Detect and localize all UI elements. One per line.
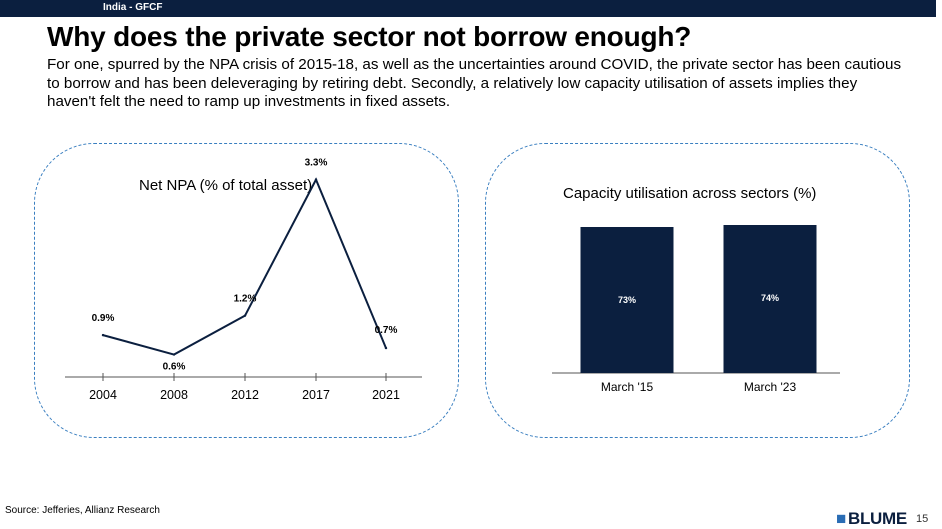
npa-data-point (101, 333, 105, 337)
blume-logo: ■ BLUME (836, 509, 907, 529)
logo-text: BLUME (847, 509, 907, 528)
npa-data-label: 1.2% (234, 294, 257, 305)
logo-mark-icon: ■ (836, 509, 846, 528)
capacity-chart-panel (485, 143, 910, 438)
capacity-data-label: 74% (761, 293, 779, 303)
npa-series-line (102, 177, 387, 356)
npa-data-point (243, 314, 247, 317)
npa-data-point (172, 353, 176, 356)
npa-data-point (314, 178, 318, 181)
header-bar: India - GFCF (0, 0, 936, 17)
npa-x-tick-label: 2008 (160, 388, 188, 402)
capacity-bar (723, 225, 817, 373)
capacity-x-tick-label: March '15 (601, 380, 654, 394)
npa-data-label: 0.7% (375, 325, 398, 336)
npa-x-tick-label: 2004 (89, 388, 117, 402)
page-number: 15 (916, 513, 929, 525)
npa-data-point (384, 346, 388, 350)
capacity-bar (580, 227, 674, 373)
capacity-x-tick-label: March '23 (744, 380, 797, 394)
npa-x-tick-label: 2021 (372, 388, 400, 402)
npa-data-label: 0.6% (163, 362, 186, 373)
npa-chart-title: Net NPA (% of total asset) (139, 177, 313, 194)
section-tag: India - GFCF (103, 2, 163, 13)
source-note: Source: Jefferies, Allianz Research (5, 505, 160, 516)
npa-data-label: 3.3% (305, 158, 328, 169)
npa-chart-panel (34, 143, 459, 438)
page-title: Why does the private sector not borrow e… (47, 21, 692, 52)
capacity-chart-title: Capacity utilisation across sectors (%) (563, 185, 817, 202)
npa-x-tick-label: 2017 (302, 388, 330, 402)
npa-x-tick-label: 2012 (231, 388, 259, 402)
page-subtitle: For one, spurred by the NPA crisis of 20… (47, 56, 902, 111)
npa-data-label: 0.9% (92, 313, 115, 324)
capacity-data-label: 73% (618, 295, 636, 305)
